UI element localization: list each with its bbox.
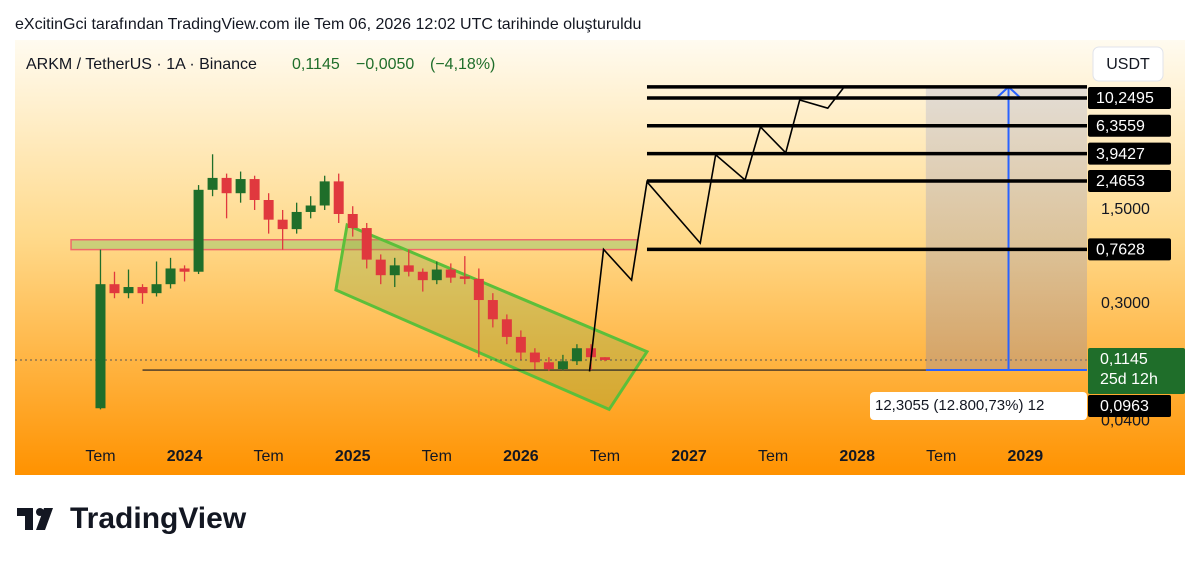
candle-body (165, 268, 176, 285)
x-tick-label: Tem (590, 448, 620, 465)
candle-body (109, 284, 120, 294)
candle-body (277, 219, 288, 230)
candle-body (263, 200, 274, 220)
measure-range (925, 86, 1087, 371)
low-tag-label: 0,0963 (1100, 398, 1149, 415)
x-tick-label: 2028 (839, 448, 875, 465)
candle-body (179, 268, 190, 272)
y-tick-label: 1,5000 (1101, 201, 1150, 218)
x-tick-label: 2026 (503, 448, 539, 465)
x-tick-label: 2029 (1008, 448, 1044, 465)
candle-body (529, 352, 540, 363)
candle-body (431, 269, 442, 281)
candle-body (333, 181, 344, 215)
candle-body (207, 177, 218, 190)
level-label: 0,7628 (1096, 242, 1145, 259)
last-price: 0,1145 (292, 56, 340, 73)
candle-body (557, 361, 568, 370)
x-tick-label: 2027 (671, 448, 707, 465)
currency-button[interactable] (1092, 46, 1164, 82)
x-tick-label: Tem (758, 448, 788, 465)
candle-body (249, 179, 260, 201)
candle-body (123, 287, 134, 294)
level-tag (1088, 86, 1171, 109)
logo: TradingView (17, 502, 247, 535)
countdown: 25d 12h (1100, 371, 1158, 388)
projection-path (588, 87, 844, 372)
candle-body (291, 211, 302, 230)
candle-body (375, 259, 386, 276)
level-label: 2,4653 (1096, 173, 1145, 190)
candle-body (403, 265, 414, 272)
candle-body (417, 271, 428, 281)
x-tick-label: Tem (254, 448, 284, 465)
candle-body (515, 336, 526, 353)
level-tag (1088, 114, 1171, 137)
candle-body (543, 362, 554, 370)
price-change-pct: (−4,18%) (430, 56, 495, 73)
level-label: 6,3559 (1096, 118, 1145, 135)
low-tag (1088, 394, 1171, 417)
x-tick-label: Tem (926, 448, 956, 465)
price-change: −0,0050 (356, 56, 414, 73)
measure-label: 12,3055 (12.800,73%) 12 (875, 397, 1044, 414)
candle-body (473, 278, 484, 301)
candle-body (137, 287, 148, 294)
price-tag-label: 0,1145 (1100, 351, 1148, 368)
candle-body (501, 319, 512, 337)
y-tick-label: 0,3000 (1101, 295, 1150, 312)
candle-body (305, 205, 316, 212)
level-tag (1088, 170, 1171, 193)
candle-body (95, 284, 106, 409)
candle-body (319, 181, 330, 206)
candle-body (347, 214, 358, 229)
x-tick-label: Tem (85, 448, 115, 465)
candle-body (193, 189, 204, 272)
chart-title: ARKM / TetherUS · 1A · Binance (26, 56, 257, 73)
logo-text: TradingView (70, 502, 247, 535)
level-label: 10,2495 (1096, 90, 1154, 107)
candle-body (599, 357, 610, 360)
measure-label-box (870, 392, 1087, 420)
candle-body (235, 179, 246, 194)
level-tag (1088, 142, 1171, 165)
level-tag (1088, 238, 1171, 261)
candle-body (361, 228, 372, 260)
x-tick-label: Tem (422, 448, 452, 465)
candle-body (389, 265, 400, 276)
candle-body (445, 269, 456, 278)
currency[interactable]: USDT (1106, 56, 1150, 73)
candle-body (571, 348, 582, 362)
price-tag (1088, 347, 1185, 394)
candle-body (221, 177, 232, 194)
x-tick-label: 2024 (167, 448, 203, 465)
candle-body (487, 300, 498, 320)
candle-body (459, 276, 470, 279)
level-label: 3,9427 (1096, 146, 1145, 163)
x-tick-label: 2025 (335, 448, 371, 465)
candle-body (151, 284, 162, 294)
credit: eXcitinGci tarafından TradingView.com il… (15, 16, 641, 33)
